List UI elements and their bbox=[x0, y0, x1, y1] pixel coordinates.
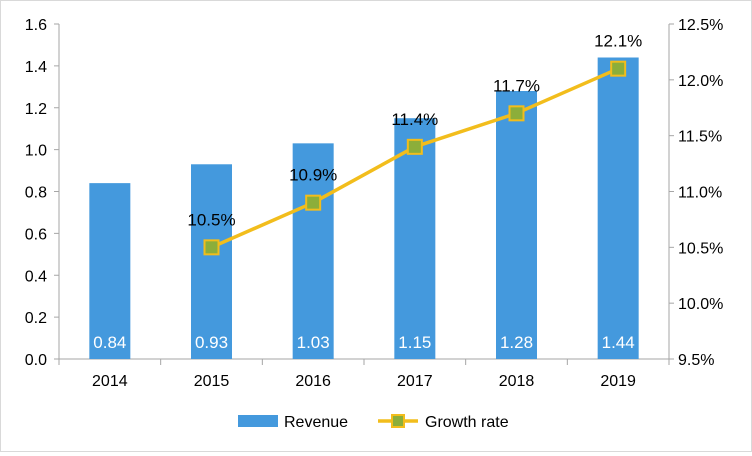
y-left-tick-label: 0.6 bbox=[25, 226, 47, 243]
x-tick-label: 2018 bbox=[499, 373, 535, 390]
legend-growth-label: Growth rate bbox=[425, 414, 509, 431]
y-left-tick-label: 1.2 bbox=[25, 101, 47, 118]
y-left-tick-label: 0.8 bbox=[25, 185, 47, 202]
growth-rate-marker bbox=[203, 239, 220, 256]
revenue-bar bbox=[292, 143, 334, 359]
growth-rate-marker bbox=[508, 105, 525, 122]
y-right-tick-label: 12.5% bbox=[678, 17, 723, 34]
revenue-bar-label: 1.15 bbox=[398, 333, 431, 352]
y-right-tick-label: 11.0% bbox=[678, 185, 722, 202]
y-left-tick-label: 1.4 bbox=[25, 59, 47, 76]
y-right-tick-label: 9.5% bbox=[678, 352, 714, 369]
revenue-bar bbox=[597, 57, 639, 359]
y-left-tick-label: 0.0 bbox=[25, 352, 47, 369]
y-right-tick-label: 11.5% bbox=[678, 129, 722, 146]
revenue-bar-label: 1.44 bbox=[602, 333, 635, 352]
x-tick-label: 2017 bbox=[397, 373, 433, 390]
y-left-tick-label: 0.4 bbox=[25, 268, 47, 285]
legend-revenue-label: Revenue bbox=[284, 414, 348, 431]
growth-rate-label: 11.7% bbox=[493, 76, 540, 95]
legend-growth-marker bbox=[391, 414, 405, 428]
growth-rate-label: 10.5% bbox=[187, 210, 235, 229]
x-tick-label: 2019 bbox=[600, 373, 636, 390]
growth-rate-marker bbox=[406, 138, 423, 155]
revenue-bar bbox=[496, 91, 537, 359]
revenue-bar bbox=[191, 164, 232, 359]
growth-rate-label: 11.4% bbox=[391, 110, 438, 129]
revenue-bar-label: 1.03 bbox=[297, 333, 330, 352]
x-tick-label: 2014 bbox=[92, 373, 128, 390]
growth-rate-marker bbox=[305, 194, 322, 211]
revenue-bar-label: 0.93 bbox=[195, 333, 228, 352]
x-tick-label: 2015 bbox=[194, 373, 230, 390]
revenue-bar-label: 1.28 bbox=[500, 333, 533, 352]
revenue-bar-label: 0.84 bbox=[93, 333, 126, 352]
y-left-tick-label: 1.0 bbox=[25, 143, 47, 160]
revenue-bar bbox=[394, 118, 436, 359]
y-left-tick-label: 1.6 bbox=[25, 17, 47, 34]
y-right-tick-label: 10.0% bbox=[678, 296, 723, 313]
revenue-bar bbox=[89, 183, 131, 359]
growth-rate-label: 12.1% bbox=[594, 32, 642, 51]
x-tick-label: 2016 bbox=[295, 373, 331, 390]
growth-rate-label: 10.9% bbox=[289, 166, 337, 185]
growth-rate-marker bbox=[610, 60, 627, 77]
legend-revenue-swatch bbox=[238, 415, 278, 427]
y-left-tick-label: 0.2 bbox=[25, 310, 47, 327]
y-right-tick-label: 10.5% bbox=[678, 240, 723, 257]
y-right-tick-label: 12.0% bbox=[678, 73, 723, 90]
